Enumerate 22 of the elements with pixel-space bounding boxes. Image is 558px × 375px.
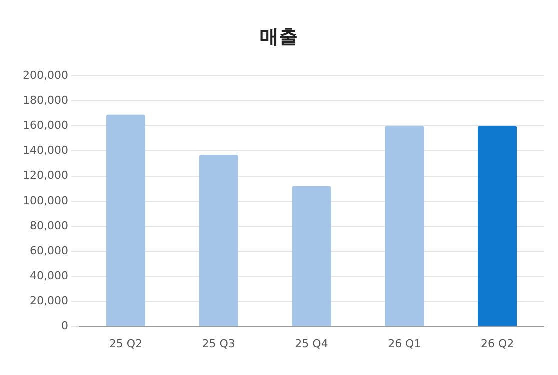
y-tick-label: 160,000	[22, 119, 68, 132]
bar	[292, 186, 332, 326]
x-tick-label: 25 Q3	[202, 337, 236, 350]
chart-title: 매출	[260, 25, 298, 50]
bar	[478, 126, 518, 326]
y-tick-label: 0	[61, 320, 68, 333]
y-tick-label: 60,000	[30, 244, 68, 258]
bar	[106, 114, 146, 326]
bar	[199, 155, 238, 326]
y-tick-label: 180,000	[22, 94, 68, 107]
y-tick-label: 200,000	[22, 68, 68, 82]
x-tick-label: 26 Q1	[388, 337, 422, 350]
y-tick-label: 120,000	[22, 169, 68, 182]
x-tick-label: 26 Q2	[480, 337, 514, 350]
y-tick-label: 20,000	[30, 294, 68, 308]
y-tick-label: 140,000	[22, 144, 68, 158]
x-tick-label: 25 Q2	[109, 337, 143, 350]
bar	[385, 126, 424, 326]
y-tick-label: 100,000	[22, 194, 68, 208]
y-tick-label: 40,000	[30, 270, 68, 282]
y-tick-label: 80,000	[30, 219, 68, 232]
x-tick-label: 25 Q4	[295, 337, 328, 350]
